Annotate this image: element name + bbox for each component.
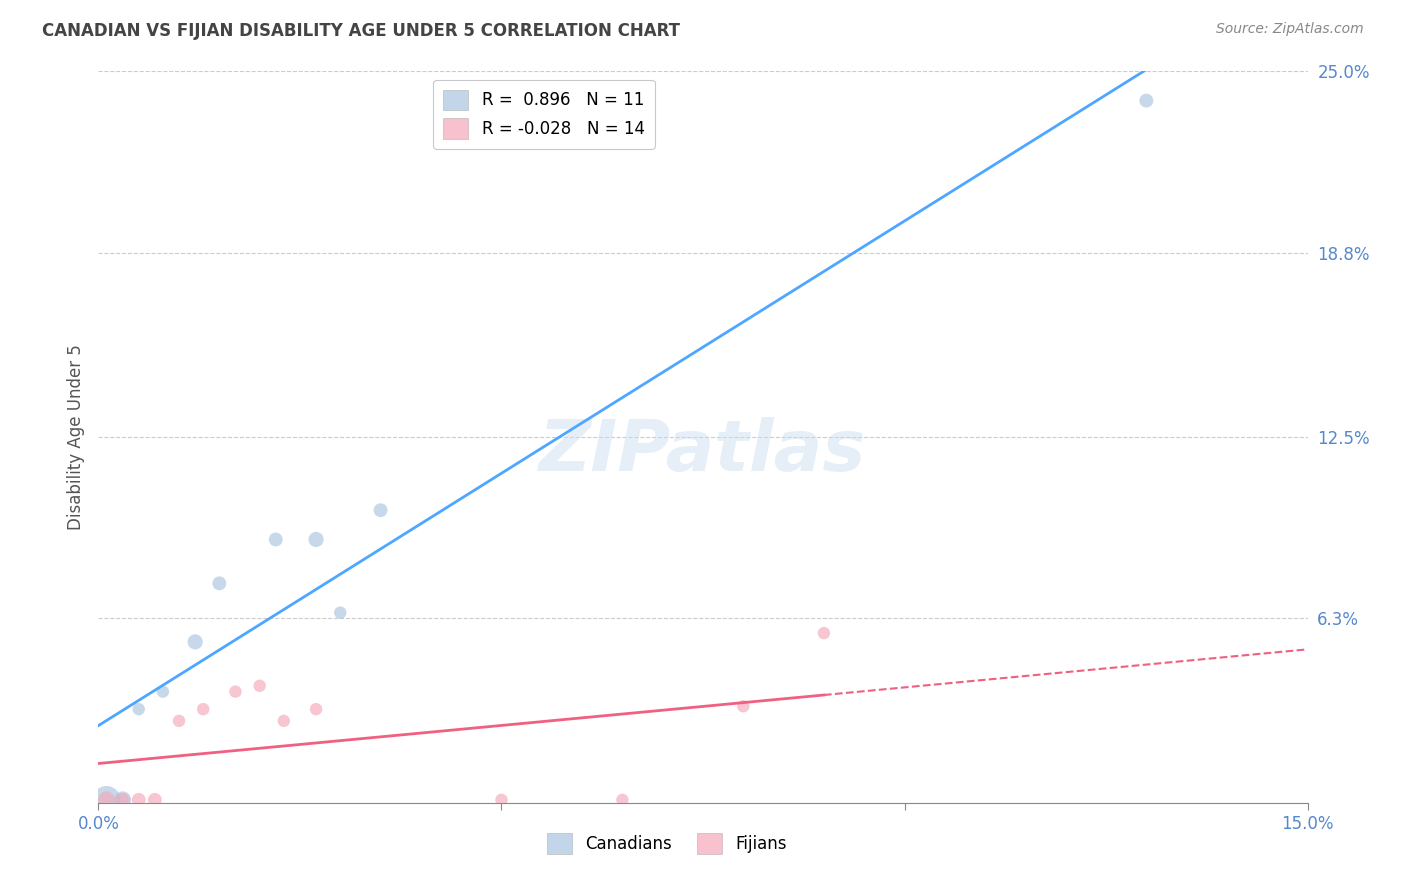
Point — [273, 714, 295, 728]
Point — [111, 793, 134, 807]
Point — [128, 702, 150, 716]
Point — [128, 793, 150, 807]
Point — [143, 793, 166, 807]
Text: ZIPatlas: ZIPatlas — [540, 417, 866, 486]
Point — [193, 702, 215, 716]
Point — [370, 503, 392, 517]
Y-axis label: Disability Age Under 5: Disability Age Under 5 — [66, 344, 84, 530]
Point — [305, 702, 328, 716]
Point — [1135, 94, 1157, 108]
Text: Source: ZipAtlas.com: Source: ZipAtlas.com — [1216, 22, 1364, 37]
Point — [208, 576, 231, 591]
Point — [96, 793, 118, 807]
Text: CANADIAN VS FIJIAN DISABILITY AGE UNDER 5 CORRELATION CHART: CANADIAN VS FIJIAN DISABILITY AGE UNDER … — [42, 22, 681, 40]
Point — [612, 793, 634, 807]
Point — [167, 714, 190, 728]
Point — [224, 684, 246, 698]
Point — [152, 684, 174, 698]
Point — [813, 626, 835, 640]
Point — [264, 533, 287, 547]
Point — [305, 533, 328, 547]
Point — [329, 606, 352, 620]
Legend: Canadians, Fijians: Canadians, Fijians — [540, 827, 793, 860]
Point — [184, 635, 207, 649]
Point — [111, 793, 134, 807]
Point — [96, 793, 118, 807]
Point — [491, 793, 513, 807]
Point — [733, 699, 755, 714]
Point — [249, 679, 271, 693]
